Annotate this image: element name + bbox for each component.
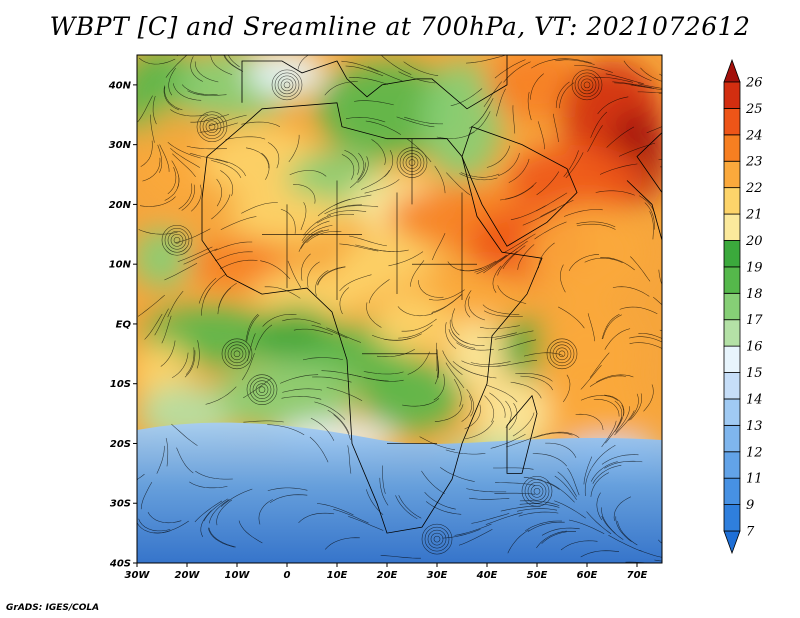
colorbar-segment xyxy=(723,187,741,215)
colorbar-label: 18 xyxy=(746,287,763,302)
colorbar-label: 11 xyxy=(746,472,763,487)
y-tick-label: 10S xyxy=(110,379,131,390)
colorbar-segment xyxy=(723,345,741,373)
x-tick-label: 20W xyxy=(175,570,201,581)
colorbar-label: 12 xyxy=(746,445,763,460)
colorbar-segment xyxy=(723,134,741,162)
colorbar-label: 20 xyxy=(745,234,763,249)
y-tick-label: 40S xyxy=(109,559,131,570)
colorbar-label: 21 xyxy=(745,208,763,223)
colorbar-segment xyxy=(723,372,741,400)
y-tick-label: 20N xyxy=(109,200,132,211)
colorbar-label: 9 xyxy=(746,498,754,513)
colorbar-segment xyxy=(723,451,741,479)
colorbar-segment xyxy=(723,160,741,189)
x-tick-label: 10E xyxy=(327,570,348,581)
map-panel xyxy=(137,55,662,563)
grads-credit: GrADS: IGES/COLA xyxy=(6,603,100,613)
colorbar-min-triangle xyxy=(723,530,741,555)
x-tick-label: 30E xyxy=(427,570,448,581)
x-tick-label: 70E xyxy=(627,570,648,581)
colorbar-segment xyxy=(723,292,741,321)
colorbar-label: 17 xyxy=(746,313,763,328)
x-tick-label: 40E xyxy=(476,570,498,581)
y-tick-label: 30S xyxy=(110,499,131,510)
x-tick-label: 30W xyxy=(125,570,151,581)
colorbar-segment xyxy=(723,240,741,268)
y-axis: 40S 30S 20S 10S EQ 10N 20N 30N 40N xyxy=(108,80,137,570)
colorbar-label: 22 xyxy=(745,181,763,196)
colorbar-label: 24 xyxy=(745,128,763,143)
colorbar-label: 25 xyxy=(745,102,763,117)
x-tick-label: 10W xyxy=(225,570,251,581)
y-tick-label: 10N xyxy=(109,260,132,271)
colorbar-label: 15 xyxy=(746,366,763,381)
colorbar-label: 23 xyxy=(745,155,763,170)
y-tick-label: 30N xyxy=(109,140,132,151)
colorbar-segment xyxy=(723,213,741,241)
colorbar-label: 14 xyxy=(746,392,763,407)
colorbar-segment xyxy=(723,504,741,532)
map-title: WBPT [C] and Sreamline at 700hPa, VT: 20… xyxy=(49,12,751,41)
colorbar-segment xyxy=(723,319,741,347)
colorbar-segment xyxy=(723,477,741,505)
colorbar-segment xyxy=(723,266,741,294)
x-tick-label: 20E xyxy=(377,570,398,581)
x-tick-label: 0 xyxy=(284,570,291,581)
colorbar-label: 26 xyxy=(745,76,763,91)
colorbar-segment xyxy=(723,424,741,453)
map-border xyxy=(136,54,663,564)
colorbar-label: 16 xyxy=(746,340,763,355)
colorbar-label: 13 xyxy=(746,419,763,434)
x-axis: 30W 20W 10W 0 10E 20E 30E 40E 50E 60E 70E xyxy=(125,563,648,581)
streamlines-layer xyxy=(137,55,662,563)
y-tick-label: EQ xyxy=(116,319,132,330)
y-tick-label: 20S xyxy=(110,439,131,450)
colorbar-segment xyxy=(723,398,741,426)
x-tick-label: 60E xyxy=(577,570,598,581)
colorbar: 7 9 11 12 13 14 15 16 17 18 19 20 21 22 23 24 25 26 xyxy=(723,58,763,555)
colorbar-max-triangle xyxy=(723,58,741,83)
colorbar-label: 19 xyxy=(746,260,763,275)
country-boundaries xyxy=(201,55,662,534)
y-tick-label: 40N xyxy=(108,80,132,91)
x-tick-label: 50E xyxy=(527,570,548,581)
colorbar-label: 7 xyxy=(746,525,755,540)
colorbar-segment xyxy=(723,81,741,109)
colorbar-segment xyxy=(723,108,741,136)
